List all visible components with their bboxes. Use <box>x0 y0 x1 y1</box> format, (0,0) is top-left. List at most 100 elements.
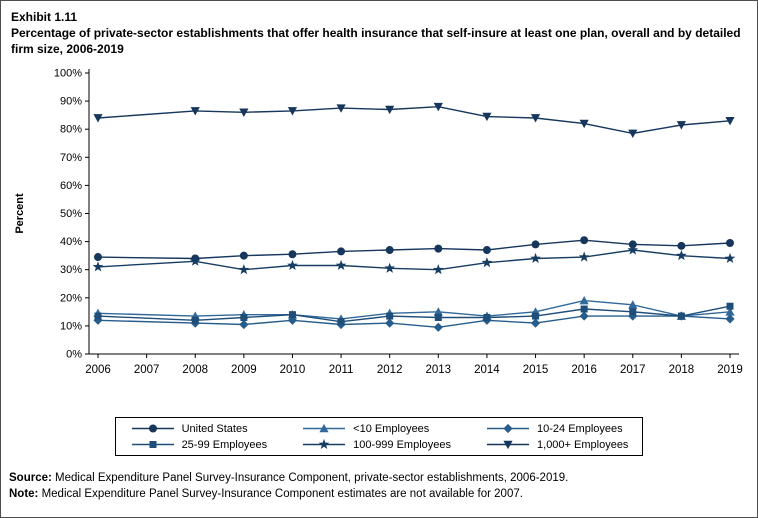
note-text: Medical Expenditure Panel Survey-Insuran… <box>38 488 523 500</box>
square-marker <box>149 441 157 448</box>
figure-footer: Source: Medical Expenditure Panel Survey… <box>1 470 757 502</box>
series-10-employees <box>93 296 735 323</box>
diamond-marker <box>503 423 513 434</box>
square-marker <box>532 312 540 320</box>
series-25-99-employees <box>94 302 734 326</box>
circle-marker <box>482 246 491 255</box>
svg-text:2017: 2017 <box>620 364 646 376</box>
star-marker <box>627 244 639 255</box>
triangle-down-marker <box>503 440 513 450</box>
svg-text:20%: 20% <box>60 292 82 304</box>
square-marker <box>726 302 734 310</box>
legend-item-25-99-employees: 25-99 Employees <box>130 438 267 451</box>
legend-swatch-triangle-down <box>487 440 530 450</box>
circle-marker <box>677 241 686 250</box>
legend-item-100-999-employees: 100-999 Employees <box>301 438 451 451</box>
square-marker <box>483 313 491 321</box>
source-text: Medical Expenditure Panel Survey-Insuran… <box>51 472 569 484</box>
circle-marker <box>580 236 589 245</box>
star-marker <box>481 257 493 268</box>
svg-text:50%: 50% <box>60 208 82 220</box>
svg-text:60%: 60% <box>60 180 82 192</box>
star-marker <box>384 262 396 273</box>
diamond-marker <box>385 318 395 328</box>
svg-text:2010: 2010 <box>280 364 306 376</box>
circle-marker <box>94 253 102 262</box>
svg-text:2008: 2008 <box>182 364 208 376</box>
circle-marker <box>239 251 248 260</box>
square-marker <box>337 318 345 326</box>
legend-label: United States <box>181 422 248 435</box>
svg-text:2018: 2018 <box>669 364 695 376</box>
chart-title: Percentage of private-sector establishme… <box>11 26 741 56</box>
svg-text:0%: 0% <box>66 349 82 361</box>
star-marker <box>724 252 736 263</box>
figure-header: Exhibit 1.11 Percentage of private-secto… <box>1 9 757 57</box>
star-marker <box>676 250 687 261</box>
svg-text:30%: 30% <box>60 264 82 276</box>
legend-label: 1,000+ Employees <box>537 438 629 451</box>
svg-text:2016: 2016 <box>571 364 597 376</box>
svg-text:2019: 2019 <box>717 364 743 376</box>
svg-text:70%: 70% <box>60 152 82 164</box>
triangle-up-marker <box>319 423 329 433</box>
triangle-down-marker <box>93 114 103 123</box>
star-marker <box>530 252 541 263</box>
triangle-down-marker <box>676 121 686 130</box>
legend-item-united-states: United States <box>130 422 268 435</box>
square-marker <box>629 308 637 316</box>
diamond-marker <box>93 315 103 325</box>
diamond-marker <box>239 319 249 330</box>
svg-text:2009: 2009 <box>231 364 257 376</box>
svg-text:10%: 10% <box>60 320 82 332</box>
legend-swatch-star <box>303 438 346 450</box>
triangle-down-marker <box>190 107 200 116</box>
circle-marker <box>531 240 540 249</box>
star-marker <box>578 251 590 262</box>
y-axis-label: Percent <box>14 193 26 234</box>
svg-text:2011: 2011 <box>329 364 354 376</box>
star-marker <box>432 264 444 275</box>
line-chart: 0% 10% 20% 30% 40% 50% 60% 70% 80% 90% 100% 2006 200… <box>14 68 743 377</box>
circle-marker <box>288 250 297 259</box>
square-marker <box>191 316 199 324</box>
triangle-up-marker <box>628 300 638 309</box>
legend-label: 100-999 Employees <box>353 438 452 451</box>
svg-text:80%: 80% <box>60 124 82 136</box>
svg-text:100%: 100% <box>54 68 82 80</box>
legend-item-1-000-employees: 1,000+ Employees <box>485 438 628 451</box>
svg-text:90%: 90% <box>60 96 82 108</box>
availability-note: Note: Medical Expenditure Panel Survey-I… <box>9 486 749 502</box>
legend-label: 10-24 Employees <box>537 422 623 435</box>
star-marker <box>238 264 250 275</box>
svg-text:2006: 2006 <box>85 364 111 376</box>
diamond-marker <box>725 314 735 324</box>
legend-swatch-circle <box>131 424 174 433</box>
triangle-down-marker <box>579 119 589 129</box>
circle-marker <box>385 246 394 255</box>
svg-text:2015: 2015 <box>523 364 549 376</box>
square-marker <box>677 312 685 320</box>
legend-label: <10 Employees <box>353 422 430 435</box>
star-marker <box>287 259 298 271</box>
triangle-down-marker <box>336 104 346 113</box>
star-marker <box>335 259 347 271</box>
circle-marker <box>337 247 346 256</box>
star-marker <box>189 255 201 266</box>
svg-text:2014: 2014 <box>474 364 500 376</box>
diamond-marker <box>433 322 443 332</box>
series-100-999-employees <box>92 244 736 275</box>
triangle-down-marker <box>530 114 541 123</box>
triangle-down-marker <box>287 107 298 116</box>
legend-swatch-square <box>131 441 174 448</box>
series-10-24-employees <box>93 311 735 332</box>
star-marker <box>92 261 104 272</box>
square-marker <box>386 312 394 320</box>
exhibit-number: Exhibit 1.11 <box>11 10 78 24</box>
svg-text:2012: 2012 <box>377 364 403 376</box>
series-united-states <box>94 236 734 263</box>
triangle-up-marker <box>725 307 735 316</box>
svg-text:40%: 40% <box>60 236 82 248</box>
triangle-down-marker <box>385 105 395 115</box>
